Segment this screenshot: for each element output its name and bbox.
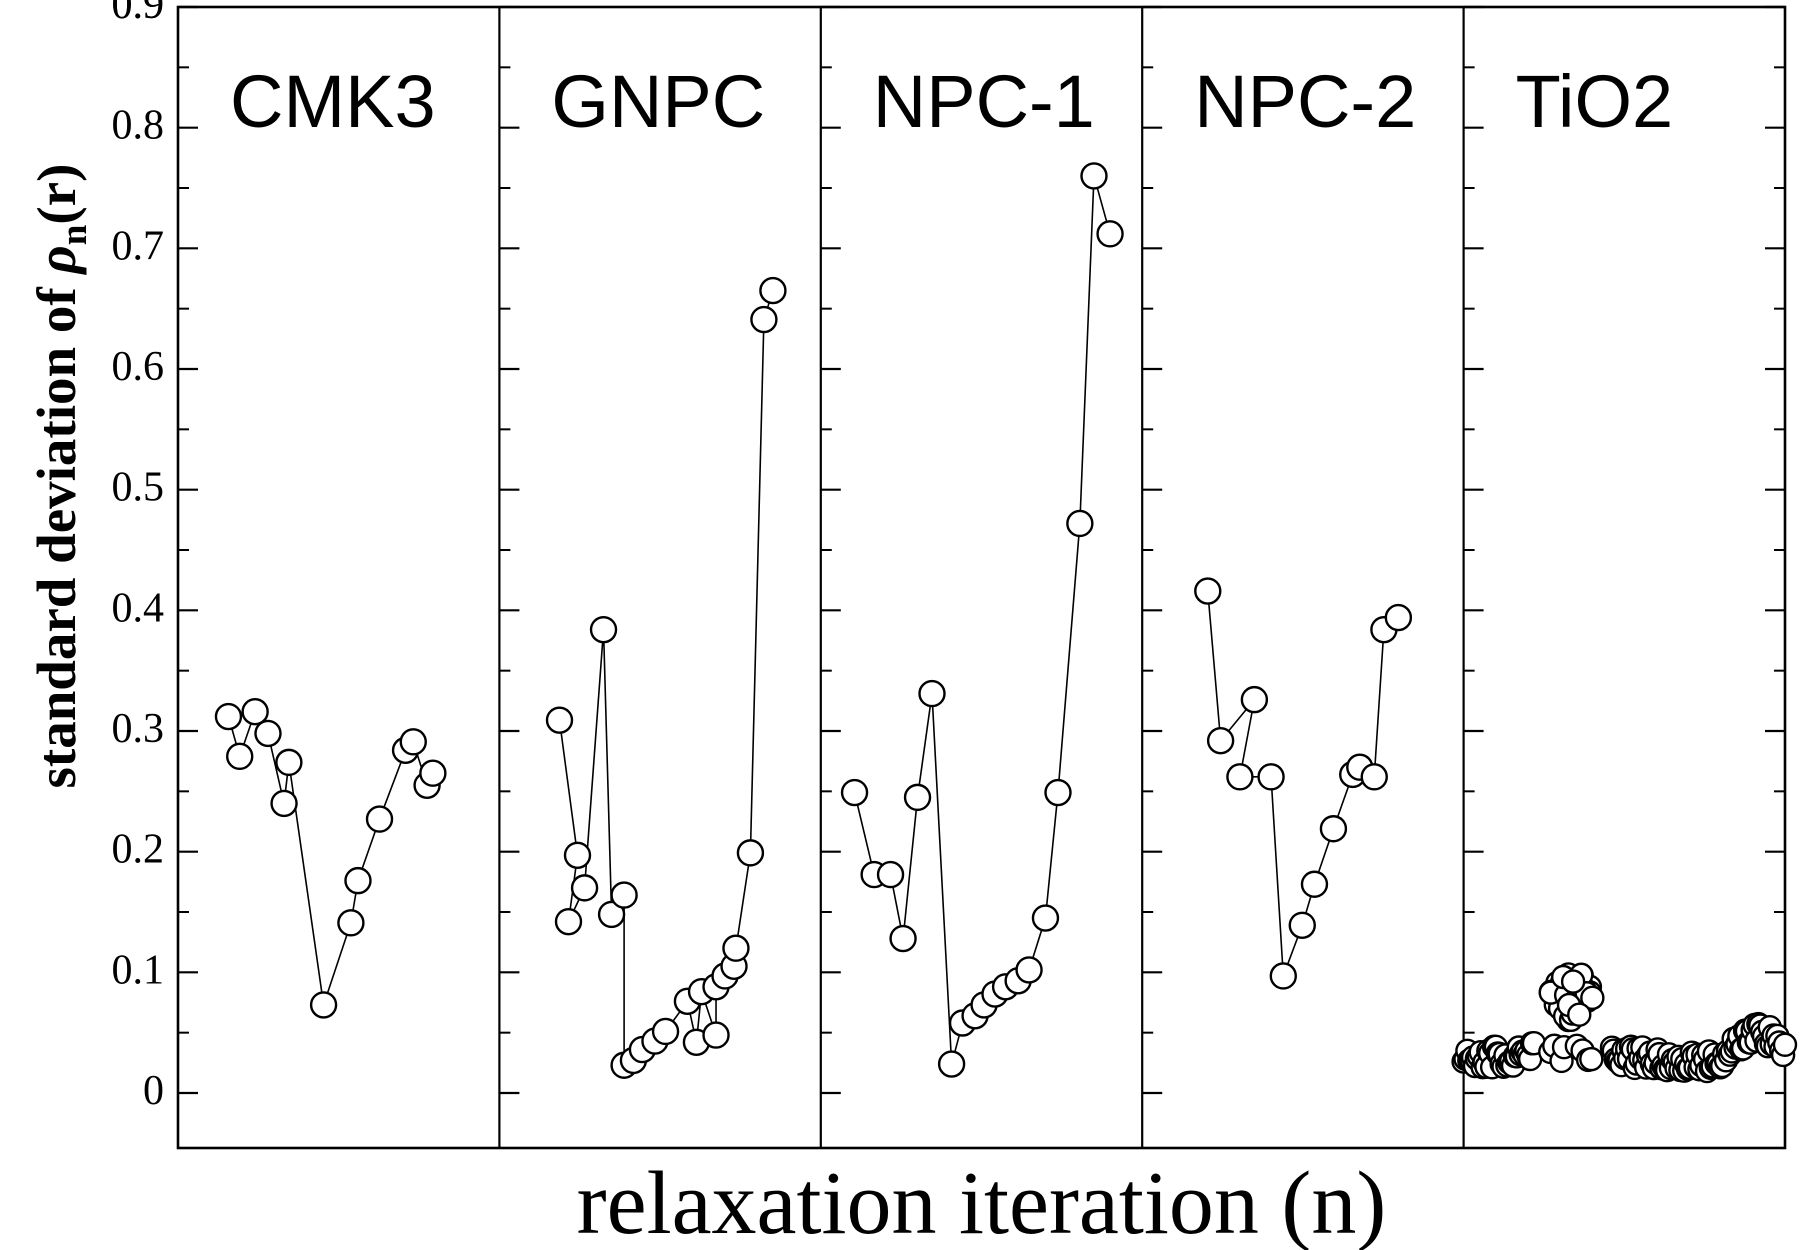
svg-text:0.6: 0.6 (112, 344, 165, 390)
svg-text:standard deviation of ρn(r): standard deviation of ρn(r) (26, 164, 95, 789)
svg-text:0.4: 0.4 (112, 585, 165, 631)
svg-text:0.5: 0.5 (112, 465, 165, 511)
svg-text:0.2: 0.2 (112, 827, 165, 873)
svg-text:relaxation iteration (n): relaxation iteration (n) (577, 1154, 1387, 1250)
svg-text:NPC-1: NPC-1 (873, 60, 1095, 143)
svg-text:0.7: 0.7 (112, 223, 165, 269)
svg-text:NPC-2: NPC-2 (1194, 60, 1416, 143)
svg-text:0: 0 (143, 1068, 164, 1114)
svg-text:TiO2: TiO2 (1516, 60, 1674, 143)
svg-text:0.8: 0.8 (112, 103, 165, 149)
svg-text:GNPC: GNPC (551, 60, 765, 143)
svg-text:0.3: 0.3 (112, 706, 165, 752)
svg-text:0.1: 0.1 (112, 947, 165, 993)
svg-text:CMK3: CMK3 (230, 60, 436, 143)
svg-text:0.9: 0.9 (112, 0, 165, 28)
